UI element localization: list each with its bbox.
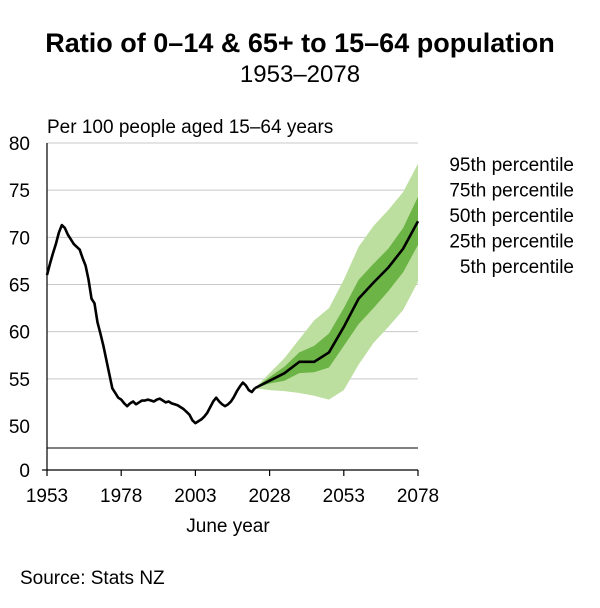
source-note: Source: Stats NZ <box>20 568 165 589</box>
x-tick-label: 2003 <box>174 486 216 507</box>
chart-subtitle: 1953–2078 <box>240 61 360 88</box>
y-tick-label: 50 <box>9 417 30 438</box>
axes <box>42 143 418 471</box>
projection-bands <box>254 163 418 400</box>
x-tick-label: 1978 <box>100 486 142 507</box>
legend-entry: 25th percentile <box>449 232 574 253</box>
y-tick-label: 65 <box>9 276 30 297</box>
band-25-75-percentile <box>254 196 418 389</box>
y-tick-label: 75 <box>9 181 30 202</box>
y-tick-label: 55 <box>9 370 30 391</box>
legend-entry: 50th percentile <box>449 206 574 227</box>
y-tick-label: 60 <box>9 323 30 344</box>
x-tick-label: 2053 <box>323 486 365 507</box>
x-tick-label: 2078 <box>397 486 439 507</box>
y-axis-ticks: 80 75 70 65 60 55 50 0 <box>9 134 30 482</box>
y-tick-label: 70 <box>9 228 30 249</box>
chart-title: Ratio of 0–14 & 65+ to 15–64 population <box>45 28 554 58</box>
gridlines <box>47 142 418 449</box>
legend-entry: 95th percentile <box>449 155 574 176</box>
x-axis-label: June year <box>186 516 270 537</box>
y-tick-label: 0 <box>19 461 30 482</box>
y-axis-unit-label: Per 100 people aged 15–64 years <box>47 117 333 138</box>
x-tick-label: 2028 <box>248 486 290 507</box>
legend-entry: 75th percentile <box>449 181 574 202</box>
historical-series-line <box>45 223 256 425</box>
median-projection-line <box>254 220 420 390</box>
y-tick-label: 80 <box>9 134 30 155</box>
legend: 95th percentile 75th percentile 50th perce… <box>449 155 574 278</box>
x-tick-label: 1953 <box>26 486 68 507</box>
legend-entry: 5th percentile <box>460 257 574 278</box>
data-lines <box>45 220 420 425</box>
band-5-95-percentile <box>254 163 418 400</box>
x-axis-ticks: 1953 1978 2003 2028 2053 2078 <box>26 470 439 507</box>
